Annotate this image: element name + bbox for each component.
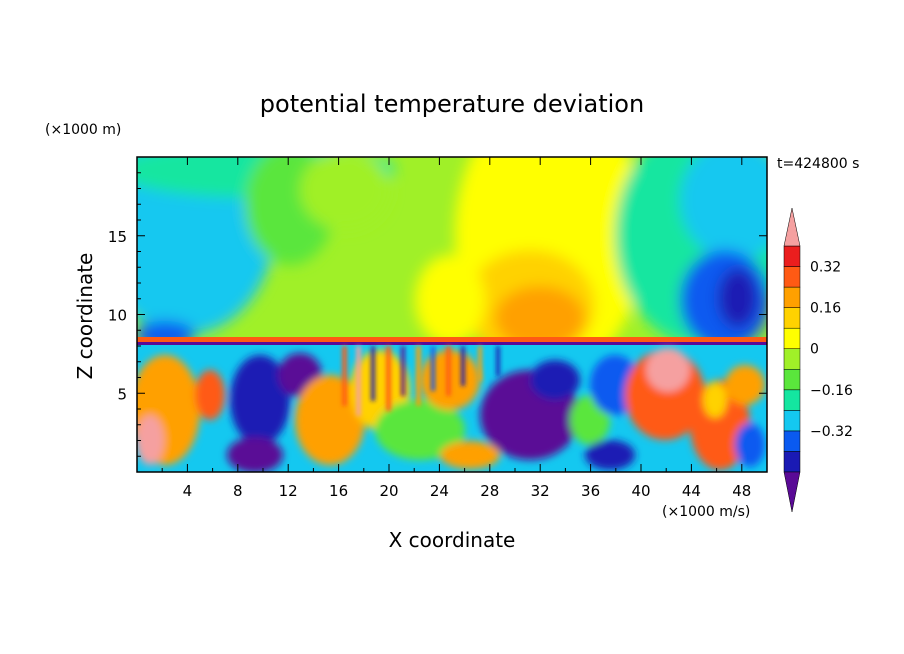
x-axis-ticks: 4 8 12 16 20 24 28 32 36 40 44 48 bbox=[161, 157, 751, 500]
x-unit-label: (×1000 m/s) bbox=[662, 504, 750, 520]
colorbar-bin bbox=[783, 307, 801, 329]
y-tick-label: 15 bbox=[108, 228, 127, 246]
x-tick-label: 36 bbox=[581, 482, 600, 500]
y-tick-label: 5 bbox=[117, 385, 127, 403]
x-tick-label: 8 bbox=[233, 482, 243, 500]
colorbar-bin bbox=[783, 266, 801, 288]
colorbar-tick-label: 0 bbox=[810, 342, 819, 358]
colorbar-tick-label: −0.32 bbox=[810, 424, 853, 440]
y-axis-label: Z coordinate bbox=[73, 253, 97, 380]
x-tick-label: 32 bbox=[531, 482, 550, 500]
colorbar-bin bbox=[783, 286, 801, 308]
colorbar-bin bbox=[783, 389, 801, 411]
colorbar-bin bbox=[783, 327, 801, 349]
heatmap-field bbox=[137, 157, 767, 472]
x-axis-label: X coordinate bbox=[389, 528, 516, 552]
colorbar-bin bbox=[783, 451, 801, 473]
x-tick-label: 16 bbox=[329, 482, 348, 500]
colorbar: 0.32 0.16 0 −0.16 −0.32 bbox=[783, 207, 853, 513]
colorbar-tick-label: 0.32 bbox=[810, 260, 841, 276]
colorbar-lower-extension bbox=[783, 471, 801, 513]
y-tick-label: 10 bbox=[108, 307, 127, 325]
x-tick-label: 48 bbox=[732, 482, 751, 500]
x-tick-label: 20 bbox=[379, 482, 398, 500]
x-tick-label: 24 bbox=[430, 482, 449, 500]
x-tick-label: 40 bbox=[631, 482, 650, 500]
colorbar-bin bbox=[783, 245, 801, 267]
x-tick-label: 28 bbox=[480, 482, 499, 500]
x-tick-label: 4 bbox=[183, 482, 193, 500]
x-tick-label: 12 bbox=[279, 482, 298, 500]
colorbar-upper-extension bbox=[783, 207, 801, 247]
y-unit-label: (×1000 m) bbox=[45, 122, 121, 138]
chart-title: potential temperature deviation bbox=[260, 90, 644, 118]
colorbar-bin bbox=[783, 410, 801, 432]
colorbar-tick-label: −0.16 bbox=[810, 383, 853, 399]
x-tick-label: 44 bbox=[682, 482, 701, 500]
time-label: t=424800 s bbox=[777, 156, 859, 172]
colorbar-bin bbox=[783, 369, 801, 391]
colorbar-tick-label: 0.16 bbox=[810, 301, 841, 317]
colorbar-bin bbox=[783, 430, 801, 452]
y-axis-ticks: 5 10 15 bbox=[108, 172, 767, 457]
colorbar-bin bbox=[783, 348, 801, 370]
